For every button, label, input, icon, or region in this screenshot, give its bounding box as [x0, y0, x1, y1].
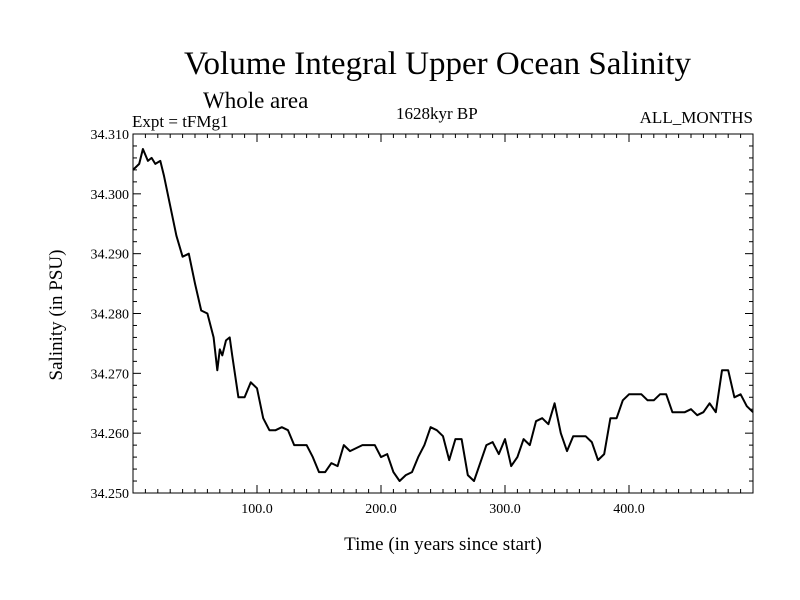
y-tick-label: 34.270 [91, 367, 130, 382]
months-label: ALL_MONTHS [639, 108, 753, 127]
x-tick-label: 300.0 [489, 502, 521, 517]
y-tick-label: 34.300 [91, 188, 130, 203]
y-tick-label: 34.260 [91, 427, 130, 442]
y-tick-label: 34.310 [91, 128, 130, 143]
experiment-label: Expt = tFMg1 [132, 112, 229, 131]
x-tick-label: 100.0 [241, 502, 273, 517]
axis-ticks: 100.0 200.0 300.0 400.0 34.250 34.260 34.270 34… [91, 128, 753, 517]
x-tick-label: 200.0 [365, 502, 397, 517]
chart-subtitle: Whole area [203, 88, 309, 113]
series-group [132, 148, 754, 482]
period-label: 1628kyr BP [396, 104, 478, 123]
y-tick-label: 34.280 [91, 308, 130, 323]
plot-frame [132, 133, 754, 494]
x-axis-label: Time (in years since start) [344, 534, 542, 555]
x-tick-label: 400.0 [613, 502, 645, 517]
y-tick-label: 34.250 [91, 487, 130, 502]
series-line-salinity [132, 148, 754, 482]
chart-title: Volume Integral Upper Ocean Salinity [183, 46, 692, 82]
y-tick-label: 34.290 [91, 248, 130, 263]
